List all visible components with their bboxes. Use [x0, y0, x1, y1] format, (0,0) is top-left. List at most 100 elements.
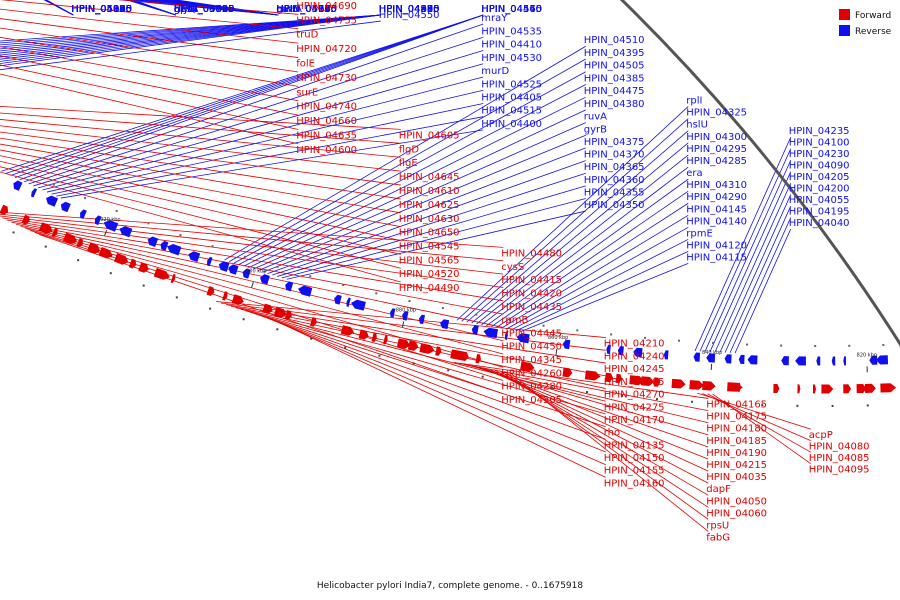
reverse-gene-label: glyS [174, 4, 195, 15]
reverse-gene-label: HPIN_04310 [686, 180, 747, 191]
scale-tick [401, 321, 405, 328]
reverse-gene-label: guaA [276, 4, 302, 15]
reverse-gene-label: HPIN_04200 [789, 184, 850, 195]
reverse-gene-label: HPIN_04145 [686, 204, 747, 215]
forward-gene-label: HPIN_04270 [604, 390, 665, 401]
strand-marker [378, 354, 381, 357]
reverse-label-connector [456, 106, 689, 321]
forward-gene-arrow [383, 335, 388, 345]
reverse-gene-label: HPIN_04800 [174, 4, 235, 15]
strand-marker [211, 245, 214, 248]
reverse-label-connector [491, 190, 689, 327]
reverse-label-connector [33, 50, 484, 187]
forward-gene-label: HPIN_04170 [604, 415, 665, 426]
forward-gene-arrow [864, 383, 876, 393]
reverse-gene-arrow [147, 236, 159, 248]
reverse-label-connector [233, 71, 586, 264]
scale-tick [251, 281, 254, 288]
reverse-label-connector [0, 14, 381, 54]
reverse-gene-arrow [402, 311, 409, 321]
forward-gene-label: HPIN_04080 [809, 442, 870, 453]
reverse-label-connector [0, 14, 381, 64]
reverse-gene-arrow [285, 281, 294, 292]
reverse-label-connector [45, 0, 74, 16]
reverse-label-connector [724, 205, 792, 353]
forward-gene-arrow [797, 384, 801, 394]
reverse-label-connector [281, 198, 586, 279]
forward-gene-arrow [358, 329, 369, 340]
forward-label-connector [245, 310, 606, 415]
forward-label-connector [0, 8, 299, 44]
forward-gene-arrow [671, 378, 686, 389]
scale-tick-label: 820 kbp [857, 352, 877, 358]
reverse-gene-label: gyrB [584, 124, 607, 135]
reverse-gene-label: HPIN_04380 [584, 99, 645, 110]
forward-gene-arrow [520, 361, 535, 372]
forward-gene-label: HPIN_04185 [706, 436, 767, 447]
forward-gene-arrow [689, 380, 704, 390]
forward-gene-label: HPIN_04450 [501, 342, 562, 353]
reverse-gene-label: HPIN_04805 [174, 4, 235, 15]
reverse-gene-label: HPIN_04950 [71, 4, 132, 15]
forward-gene-label: HPIN_04095 [809, 465, 870, 476]
reverse-gene-label: HPIN_04355 [584, 187, 645, 198]
reverse-label-connector [154, 0, 279, 16]
legend-forward-swatch [839, 9, 850, 20]
reverse-gene-arrow [504, 330, 509, 340]
forward-label-connector [509, 371, 709, 532]
forward-gene-arrow [76, 238, 83, 248]
reverse-gene-label: HPIN_04140 [686, 216, 747, 227]
forward-gene-arrow [640, 376, 655, 387]
forward-gene-label: HPIN_04155 [604, 466, 665, 477]
strand-marker [243, 255, 246, 258]
strand-marker [21, 169, 24, 172]
reverse-gene-label: HPIN_05055 [174, 4, 235, 15]
reverse-label-connector [267, 160, 586, 274]
reverse-gene-label: HPIN_04555 [379, 4, 440, 15]
reverse-gene-label: HPIN_04475 [584, 86, 645, 97]
forward-gene-arrow [653, 377, 661, 387]
forward-gene-arrow [340, 325, 355, 336]
reverse-label-connector [136, 0, 279, 16]
reverse-label-connector [0, 14, 381, 67]
reverse-gene-label: HPIN_04515 [481, 106, 542, 117]
reverse-gene-label: HPIN_04965 [276, 4, 337, 15]
reverse-label-connector [44, 0, 74, 16]
genome-ring [619, 0, 900, 347]
reverse-label-connector [10, 14, 484, 176]
reverse-gene-label: HPIN_04325 [686, 108, 747, 119]
forward-label-connector [0, 137, 401, 200]
reverse-gene-label: HPIN_05085 [71, 4, 132, 15]
reverse-gene-label: era [686, 168, 702, 179]
reverse-gene-arrow [562, 339, 571, 350]
forward-gene-arrow [113, 253, 129, 265]
forward-label-connector [0, 149, 401, 228]
forward-gene-label: rpsU [706, 520, 729, 531]
strand-marker [179, 234, 182, 237]
reverse-gene-arrow [207, 256, 213, 267]
strand-marker [147, 222, 150, 225]
reverse-label-connector [42, 76, 484, 191]
reverse-gene-label: HPIN_04570 [481, 4, 542, 15]
reverse-label-connector [286, 210, 586, 280]
legend-reverse-swatch [839, 25, 850, 36]
reverse-label-connector [248, 109, 586, 269]
forward-gene-label: dapF [706, 484, 731, 495]
reverse-gene-label: HPIN_04665 [276, 4, 337, 15]
legend-reverse-label: Reverse [855, 27, 892, 37]
forward-gene-arrow [0, 204, 9, 215]
strand-marker [175, 296, 178, 299]
forward-gene-arrow [629, 375, 645, 386]
reverse-gene-label: HPIN_04880 [379, 4, 440, 15]
forward-gene-arrow [62, 232, 78, 245]
strand-marker [586, 391, 589, 394]
reverse-gene-arrow [724, 354, 732, 364]
reverse-gene-arrow [188, 251, 201, 263]
strand-marker [726, 402, 729, 405]
reverse-gene-label: HPIN_04395 [584, 48, 645, 59]
forward-gene-arrow [222, 291, 228, 301]
forward-gene-label: HPIN_04600 [296, 145, 357, 156]
reverse-gene-label: glyQ [174, 4, 197, 15]
forward-label-connector [0, 160, 401, 255]
forward-gene-label: HPIN_04490 [399, 283, 460, 294]
